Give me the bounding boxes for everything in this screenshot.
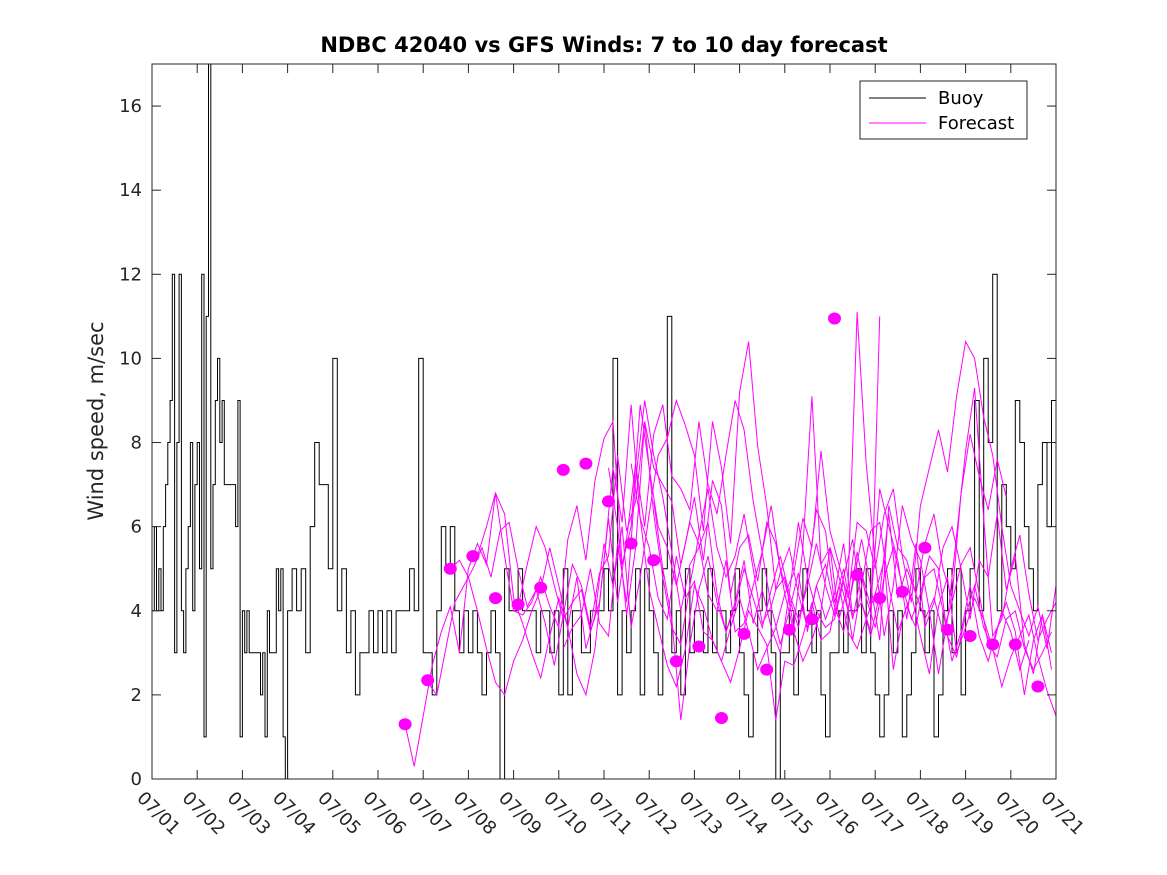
forecast-marker [534, 581, 548, 594]
y-tick-label: 16 [119, 96, 142, 117]
buoy-series-line [152, 64, 1056, 779]
forecast-marker [737, 627, 751, 640]
forecast-marker [782, 623, 796, 636]
legend-label-buoy: Buoy [938, 88, 984, 109]
forecast-marker [1008, 638, 1022, 651]
forecast-marker [602, 495, 615, 508]
y-tick-label: 2 [131, 685, 142, 706]
forecast-marker [918, 541, 932, 554]
y-tick-label: 14 [119, 180, 142, 201]
forecast-series-line-7 [608, 421, 1007, 646]
y-tick-label: 6 [131, 517, 142, 538]
legend-box [859, 80, 1028, 140]
forecast-series-line-6 [562, 400, 1052, 695]
forecast-marker [850, 569, 864, 581]
forecast-marker [895, 585, 909, 598]
forecast-marker [489, 592, 502, 605]
forecast-marker [986, 638, 1000, 651]
legend: Buoy Forecast [859, 80, 1028, 140]
forecast-marker [805, 613, 819, 626]
forecast-series-line-5 [517, 400, 1052, 675]
forecast-series-line-8 [630, 463, 1030, 689]
forecast-series-line-3 [449, 404, 1056, 721]
forecast-marker [873, 592, 887, 605]
y-tick-label: 0 [131, 769, 142, 790]
forecast-marker [511, 598, 525, 611]
forecast-marker [828, 312, 841, 325]
forecast-marker [669, 655, 683, 668]
forecast-series-line-9 [653, 316, 881, 721]
forecast-marker [1031, 680, 1045, 693]
plot-area [152, 64, 1056, 779]
forecast-marker [963, 630, 977, 642]
y-axis-label: Wind speed, m/sec [84, 321, 108, 520]
forecast-marker [647, 554, 661, 567]
forecast-marker [941, 623, 954, 636]
y-tick-label: 4 [131, 601, 142, 622]
forecast-marker [421, 674, 435, 687]
forecast-marker [624, 537, 638, 550]
forecast-marker [556, 463, 570, 476]
chart-title: NDBC 42040 vs GFS Winds: 7 to 10 day for… [320, 33, 887, 57]
y-tick-label: 10 [119, 348, 142, 369]
forecast-marker [398, 718, 412, 731]
y-tick-label: 12 [119, 264, 142, 285]
forecast-marker [579, 457, 593, 470]
series-group [152, 64, 1056, 779]
forecast-marker [760, 663, 774, 676]
forecast-marker [715, 712, 728, 724]
legend-label-forecast: Forecast [938, 113, 1014, 134]
y-tick-label: 8 [131, 433, 142, 454]
forecast-marker [466, 550, 480, 563]
forecast-marker [443, 562, 457, 575]
forecast-marker [692, 640, 706, 653]
